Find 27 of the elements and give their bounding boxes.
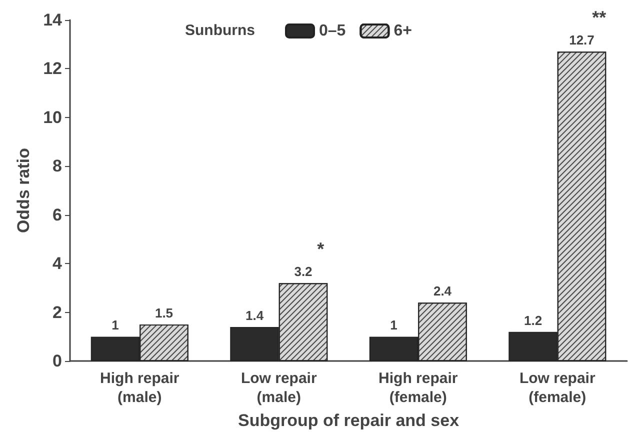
legend-label: 0–5: [319, 22, 346, 40]
y-tick-label: 14: [43, 10, 63, 30]
y-tick-label: 12: [43, 59, 62, 78]
x-axis-title: Subgroup of repair and sex: [238, 411, 460, 430]
y-tick-label: 8: [52, 156, 62, 176]
data-label: 1: [390, 318, 398, 333]
data-label: 12.7: [569, 32, 594, 48]
data-label: 3.2: [294, 264, 312, 280]
legend-title: Sunburns: [185, 22, 255, 39]
y-tick-label: 6: [52, 205, 62, 224]
y-axis-title: Odds ratio: [14, 148, 33, 234]
data-label: 2.4: [433, 284, 452, 299]
annotation: *: [317, 239, 324, 260]
x-tick-label: Low repair (female): [519, 370, 596, 406]
y-tick-label: 4: [52, 254, 63, 274]
x-tick-label: Low repair (male): [240, 370, 317, 406]
legend-label: 6+: [394, 22, 412, 40]
data-label: 1.4: [245, 308, 264, 323]
data-label: 1: [112, 318, 119, 333]
x-tick-label: High repair (male): [100, 370, 180, 406]
annotation: **: [592, 8, 606, 28]
y-tick-label: 2: [52, 302, 62, 322]
x-tick-label: High repair (female): [378, 370, 458, 406]
y-tick-label: 0: [52, 352, 62, 371]
data-label: 1.5: [154, 306, 174, 321]
y-tick-label: 10: [43, 108, 62, 127]
data-label: 1.2: [524, 312, 542, 328]
